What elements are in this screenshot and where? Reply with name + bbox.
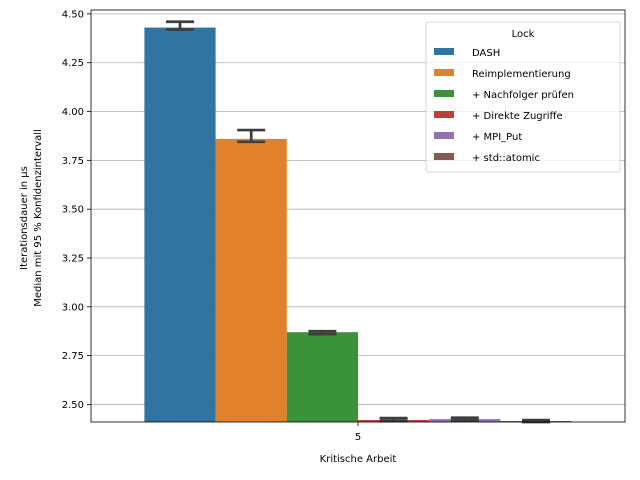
- y-axis-label-line1: Iterationsdauer in µs: [19, 166, 30, 270]
- legend-label: + std::atomic: [472, 153, 540, 164]
- x-tick-layer: 5: [355, 422, 361, 443]
- y-tick-label: 4.25: [62, 58, 84, 69]
- legend-swatch: [434, 48, 454, 55]
- bar: [215, 138, 287, 422]
- legend-label: Reimplementierung: [472, 69, 571, 80]
- error-bar: [166, 20, 194, 31]
- legend-box: [425, 21, 621, 173]
- legend-label: + Direkte Zugriffe: [472, 111, 563, 122]
- y-tick-layer: 2.50 2.75 3.00 3.25 3.50 3.75 4.00 4.25 4.50: [62, 9, 91, 411]
- error-bar-layer: [166, 20, 550, 424]
- legend-item: + MPI_Put: [434, 132, 522, 143]
- y-tick-label: 3.75: [62, 156, 84, 167]
- legend-label: DASH: [472, 48, 500, 59]
- legend-item: DASH: [434, 48, 500, 59]
- bar: [286, 332, 358, 422]
- y-tick-label: 3.50: [62, 205, 84, 216]
- legend-swatch: [434, 69, 454, 76]
- x-axis-label: Kritische Arbeit: [320, 454, 397, 465]
- legend-label: + Nachfolger prüfen: [472, 90, 574, 101]
- legend-item: + Nachfolger prüfen: [434, 90, 574, 101]
- legend-item: Reimplementierung: [434, 69, 571, 80]
- legend-items: DASH Reimplementierung + Nachfolger prüfen…: [434, 48, 574, 164]
- legend-swatch: [434, 90, 454, 97]
- legend-label: + MPI_Put: [472, 132, 522, 143]
- legend-item: + Direkte Zugriffe: [434, 111, 563, 122]
- bar: [144, 27, 216, 423]
- y-tick-label: 4.50: [62, 9, 84, 20]
- error-bar: [379, 416, 408, 423]
- legend-swatch: [434, 132, 454, 139]
- y-tick-label: 2.50: [62, 400, 84, 411]
- error-bar: [450, 416, 479, 422]
- legend: Lock DASH Reimplementierung + Nachfolger p…: [425, 21, 621, 173]
- error-bar: [237, 128, 266, 144]
- legend-title: Lock: [512, 29, 535, 40]
- y-axis-label-line2: Median mit 95 % Konfidenzintervall: [33, 129, 44, 307]
- legend-item: + std::atomic: [434, 153, 540, 164]
- y-tick-label: 4.00: [62, 107, 84, 118]
- legend-swatch: [434, 153, 454, 160]
- error-bar: [308, 329, 337, 336]
- bar-layer: [144, 27, 572, 423]
- y-tick-label: 3.00: [62, 302, 84, 313]
- y-tick-label: 3.25: [62, 253, 84, 264]
- x-tick-label: 5: [355, 432, 361, 443]
- y-tick-label: 2.75: [62, 351, 84, 362]
- legend-swatch: [434, 111, 454, 118]
